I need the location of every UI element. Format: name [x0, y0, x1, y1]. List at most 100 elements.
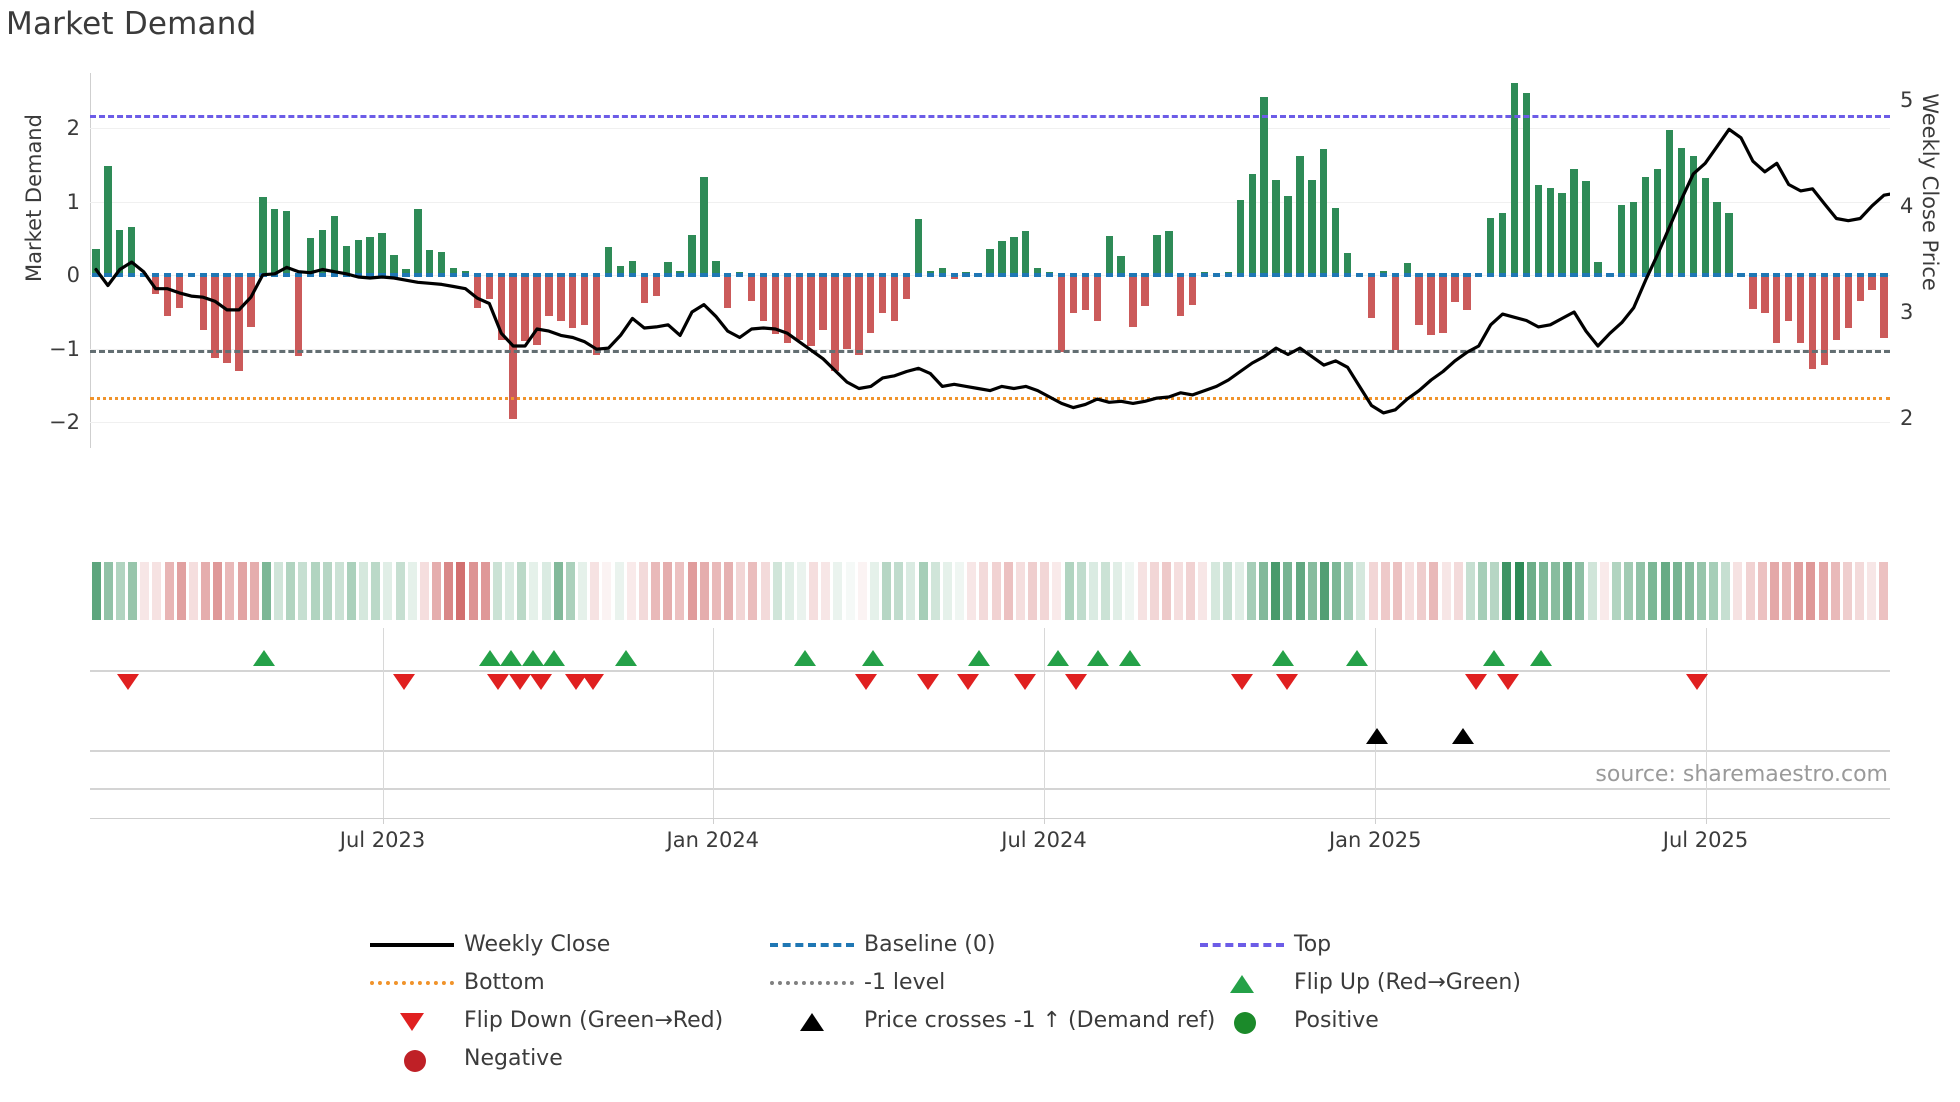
- demand-bar: [1570, 168, 1578, 276]
- flip-up-marker[interactable]: [1345, 650, 1368, 666]
- demand-bar: [616, 266, 625, 276]
- baseline-stub: [1606, 273, 1614, 278]
- baseline-stub: [485, 273, 494, 278]
- heatmap-cell: [1040, 562, 1050, 620]
- baseline-stub: [855, 273, 863, 278]
- heatmap-cell: [1246, 562, 1256, 620]
- heatmap-cell: [1052, 562, 1062, 620]
- legend-item[interactable]: Flip Up (Red→Green): [1200, 966, 1521, 998]
- heatmap-cell: [699, 562, 709, 620]
- demand-bar: [867, 275, 875, 333]
- baseline-stub: [890, 273, 899, 278]
- flip-down-marker[interactable]: [956, 674, 979, 690]
- flip-up-marker[interactable]: [500, 650, 523, 666]
- legend-item[interactable]: Price crosses -1 ↑ (Demand ref): [770, 1004, 1215, 1036]
- heatmap-cell: [991, 562, 1001, 620]
- flip-down-marker[interactable]: [487, 674, 510, 690]
- flip-down-marker[interactable]: [565, 674, 587, 690]
- demand-bar: [306, 238, 315, 276]
- legend-item[interactable]: Baseline (0): [770, 928, 995, 960]
- heatmap-cell: [626, 562, 636, 620]
- flip-down-marker[interactable]: [1465, 674, 1487, 690]
- baseline-stub: [247, 273, 255, 278]
- baseline-stub: [1343, 273, 1352, 278]
- heatmap-cell: [1830, 562, 1840, 620]
- heatmap-cell: [748, 562, 758, 620]
- price-cross-marker[interactable]: [1452, 728, 1475, 744]
- demand-bar: [1260, 97, 1268, 276]
- flip-up-marker[interactable]: [793, 650, 816, 666]
- baseline-stub: [426, 273, 434, 278]
- flip-up-marker[interactable]: [861, 650, 884, 666]
- baseline-stub: [1439, 273, 1447, 278]
- x-axis-tick-label: Jan 2024: [666, 828, 760, 852]
- heatmap-cell: [310, 562, 320, 620]
- gridline: [90, 348, 1890, 350]
- flip-down-marker[interactable]: [1065, 674, 1088, 690]
- baseline-stub: [1117, 273, 1125, 278]
- flip-down-marker[interactable]: [916, 674, 939, 690]
- heatmap-cell: [128, 562, 138, 620]
- demand-bar: [1177, 275, 1185, 316]
- heatmap-cell: [845, 562, 855, 620]
- flip-up-marker[interactable]: [1087, 650, 1109, 666]
- baseline-stub: [1689, 273, 1697, 278]
- flip-up-marker[interactable]: [542, 650, 565, 666]
- line-dotted-gray-icon: [770, 969, 854, 995]
- reference-line-1-level: [90, 350, 1890, 354]
- flip-up-marker[interactable]: [1483, 650, 1505, 666]
- flip-down-marker[interactable]: [1497, 674, 1520, 690]
- flip-up-marker[interactable]: [1046, 650, 1069, 666]
- flip-up-marker[interactable]: [967, 650, 990, 666]
- flip-down-marker[interactable]: [1276, 674, 1298, 690]
- y-axis-right-tick: 5: [1900, 87, 1914, 112]
- legend-item[interactable]: Positive: [1200, 1004, 1379, 1036]
- flip-down-marker[interactable]: [582, 674, 605, 690]
- flip-up-marker[interactable]: [1119, 650, 1142, 666]
- legend-item[interactable]: Top: [1200, 928, 1331, 960]
- baseline-stub: [628, 273, 637, 278]
- heatmap-cell: [1003, 562, 1013, 620]
- legend-item[interactable]: -1 level: [770, 966, 945, 998]
- flip-down-marker[interactable]: [854, 674, 877, 690]
- flip-up-marker[interactable]: [1271, 650, 1294, 666]
- reference-line-bottom: [90, 397, 1890, 401]
- heatmap-cell: [602, 562, 612, 620]
- legend-item[interactable]: Negative: [370, 1042, 563, 1074]
- flip-down-marker[interactable]: [1686, 674, 1709, 690]
- baseline-stub: [676, 273, 684, 278]
- heatmap-cell: [383, 562, 393, 620]
- demand-bar: [1689, 156, 1697, 276]
- baseline-stub: [1856, 273, 1864, 278]
- flip-down-marker[interactable]: [530, 674, 553, 690]
- flip-up-marker[interactable]: [253, 650, 276, 666]
- flip-down-marker[interactable]: [509, 674, 532, 690]
- heatmap-cell: [1271, 562, 1281, 620]
- baseline-stub: [187, 273, 196, 278]
- heatmap-cell: [1782, 562, 1792, 620]
- gridline: [90, 128, 1890, 130]
- x-axis-tick-label: Jan 2025: [1328, 828, 1422, 852]
- legend-item[interactable]: Bottom: [370, 966, 545, 998]
- flip-up-marker[interactable]: [521, 650, 544, 666]
- legend-item[interactable]: Weekly Close: [370, 928, 610, 960]
- flip-up-marker[interactable]: [615, 650, 638, 666]
- baseline-stub: [1236, 273, 1245, 278]
- price-cross-marker[interactable]: [1366, 728, 1388, 744]
- baseline-stub: [1391, 273, 1399, 278]
- flip-up-marker[interactable]: [1529, 650, 1552, 666]
- demand-bar: [1451, 275, 1459, 302]
- heatmap-cell: [1563, 562, 1573, 620]
- flip-down-marker[interactable]: [1231, 674, 1253, 690]
- baseline-stub: [390, 273, 398, 278]
- legend-item[interactable]: Flip Down (Green→Red): [370, 1004, 723, 1036]
- flip-up-marker[interactable]: [478, 650, 501, 666]
- heatmap-cell: [1234, 562, 1244, 620]
- flip-down-marker[interactable]: [393, 674, 416, 690]
- demand-intensity-strip: [90, 562, 1890, 620]
- flip-down-marker[interactable]: [1013, 674, 1036, 690]
- demand-bar: [1665, 130, 1674, 276]
- demand-bar: [1439, 275, 1447, 333]
- heatmap-cell: [432, 562, 442, 620]
- flip-down-marker[interactable]: [117, 674, 140, 690]
